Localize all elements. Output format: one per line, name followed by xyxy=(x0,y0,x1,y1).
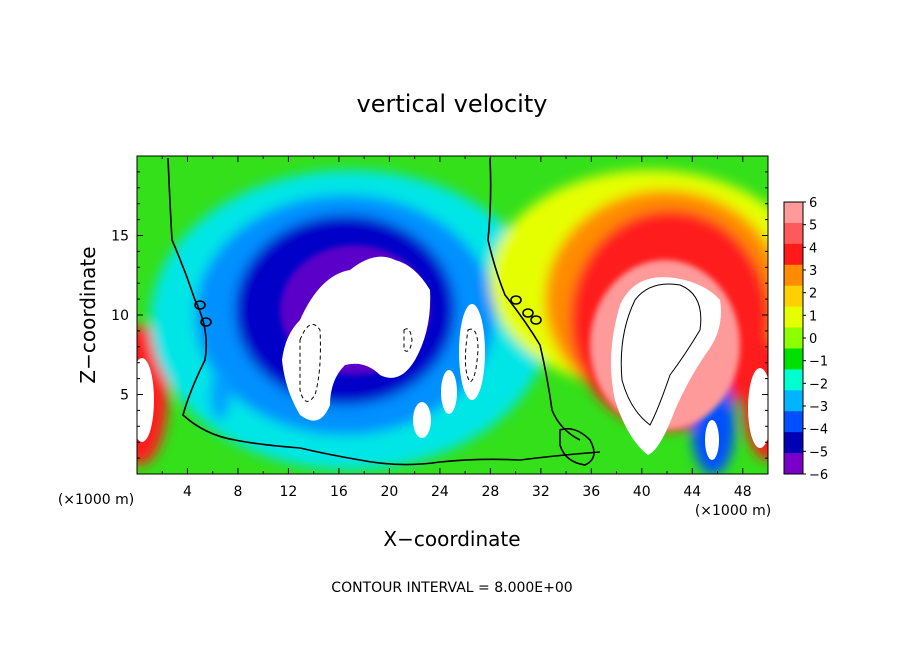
colorbar-tick-label: −1 xyxy=(809,355,828,370)
y-tick-label: 15 xyxy=(111,229,129,245)
colorbar-tick-label: 6 xyxy=(809,196,817,211)
core-center xyxy=(282,256,431,421)
core-a xyxy=(413,402,431,438)
x-tick-label: 36 xyxy=(582,484,600,500)
core-left-edge xyxy=(137,358,154,442)
colorbar-swatch xyxy=(784,222,803,245)
colorbar-swatch xyxy=(784,411,803,433)
contour-mid xyxy=(487,157,581,441)
colorbar-tick-label: 3 xyxy=(809,264,817,279)
chart-title: vertical velocity xyxy=(357,90,548,118)
x-tick-label: 16 xyxy=(330,484,348,500)
zero-contours xyxy=(167,157,601,466)
y-tick-label: 10 xyxy=(111,308,129,324)
x-unit-label: (×1000 m) xyxy=(695,503,771,519)
colorbar-swatch xyxy=(784,306,803,329)
x-tick-label: 12 xyxy=(280,484,298,500)
x-tick-label: 32 xyxy=(532,484,550,500)
colorbar-swatch xyxy=(784,390,803,412)
y-axis-label: Z−coordinate xyxy=(76,246,100,383)
colorbar-tick-label: 1 xyxy=(809,309,817,324)
x-tick-label: 48 xyxy=(734,484,752,500)
x-tick-label: 20 xyxy=(380,484,398,500)
heatmap-field xyxy=(137,156,768,474)
colorbar-tick-label: −4 xyxy=(809,423,828,438)
colorbar-tick-label: 0 xyxy=(809,332,817,347)
contour-dashed-small xyxy=(403,328,413,352)
colorbar-tick-label: 4 xyxy=(809,241,817,256)
contour-interval-label: CONTOUR INTERVAL = 8.000E+00 xyxy=(331,580,572,596)
x-axis-ticks: 4 8 12 16 20 24 28 32 36 40 44 48 xyxy=(161,156,752,500)
colorbar-tick-label: −2 xyxy=(809,377,828,392)
contour-loop-a xyxy=(194,300,206,310)
colorbar: 6 5 4 3 2 1 0 −1 −2 −3 −4 −5 −6 xyxy=(783,196,828,483)
x-tick-label: 44 xyxy=(683,484,701,500)
colorbar-swatch xyxy=(784,285,803,308)
colorbar-tick-label: −5 xyxy=(809,445,828,460)
fine-contours xyxy=(299,283,702,426)
contour-loop-c xyxy=(510,295,522,305)
contour-loop-e xyxy=(530,315,542,325)
colorbar-swatch xyxy=(784,348,803,370)
contour-left xyxy=(167,157,601,466)
core-right-edge xyxy=(748,368,768,448)
x-tick-label: 24 xyxy=(431,484,449,500)
contour-right-core xyxy=(620,283,702,426)
contour-dashed-left xyxy=(299,323,321,402)
y-tick-label: 5 xyxy=(120,388,129,404)
x-tick-label: 28 xyxy=(481,484,499,500)
colorbar-tick-label: −6 xyxy=(809,468,828,483)
colorbar-swatch xyxy=(784,432,803,454)
colorbar-swatch xyxy=(784,264,803,287)
saturated-cores xyxy=(137,256,768,460)
colorbar-swatch xyxy=(784,202,803,224)
colorbar-tick-label: 2 xyxy=(809,287,817,302)
contour-right-loop xyxy=(559,427,595,466)
y-axis-ticks: 5 10 15 xyxy=(111,171,768,459)
contour-loop-b xyxy=(200,317,212,327)
colorbar-tick-label: 5 xyxy=(809,219,817,234)
colorbar-swatch xyxy=(784,243,803,266)
core-right-small xyxy=(705,420,719,460)
y-unit-label: (×1000 m) xyxy=(58,492,134,508)
core-b xyxy=(441,370,457,414)
x-tick-label: 40 xyxy=(633,484,651,500)
contour-dashed-right xyxy=(464,328,479,383)
x-axis-label: X−coordinate xyxy=(383,527,520,551)
x-tick-label: 8 xyxy=(233,484,242,500)
colorbar-swatch xyxy=(784,369,803,391)
colorbar-tick-label: −3 xyxy=(809,400,828,415)
field-left-downdraft xyxy=(210,370,230,420)
colorbar-swatch xyxy=(784,453,803,475)
x-tick-label: 4 xyxy=(183,484,192,500)
core-right xyxy=(611,277,721,455)
core-c xyxy=(459,304,485,400)
colorbar-swatch xyxy=(784,327,803,349)
contour-loop-d xyxy=(522,308,534,318)
